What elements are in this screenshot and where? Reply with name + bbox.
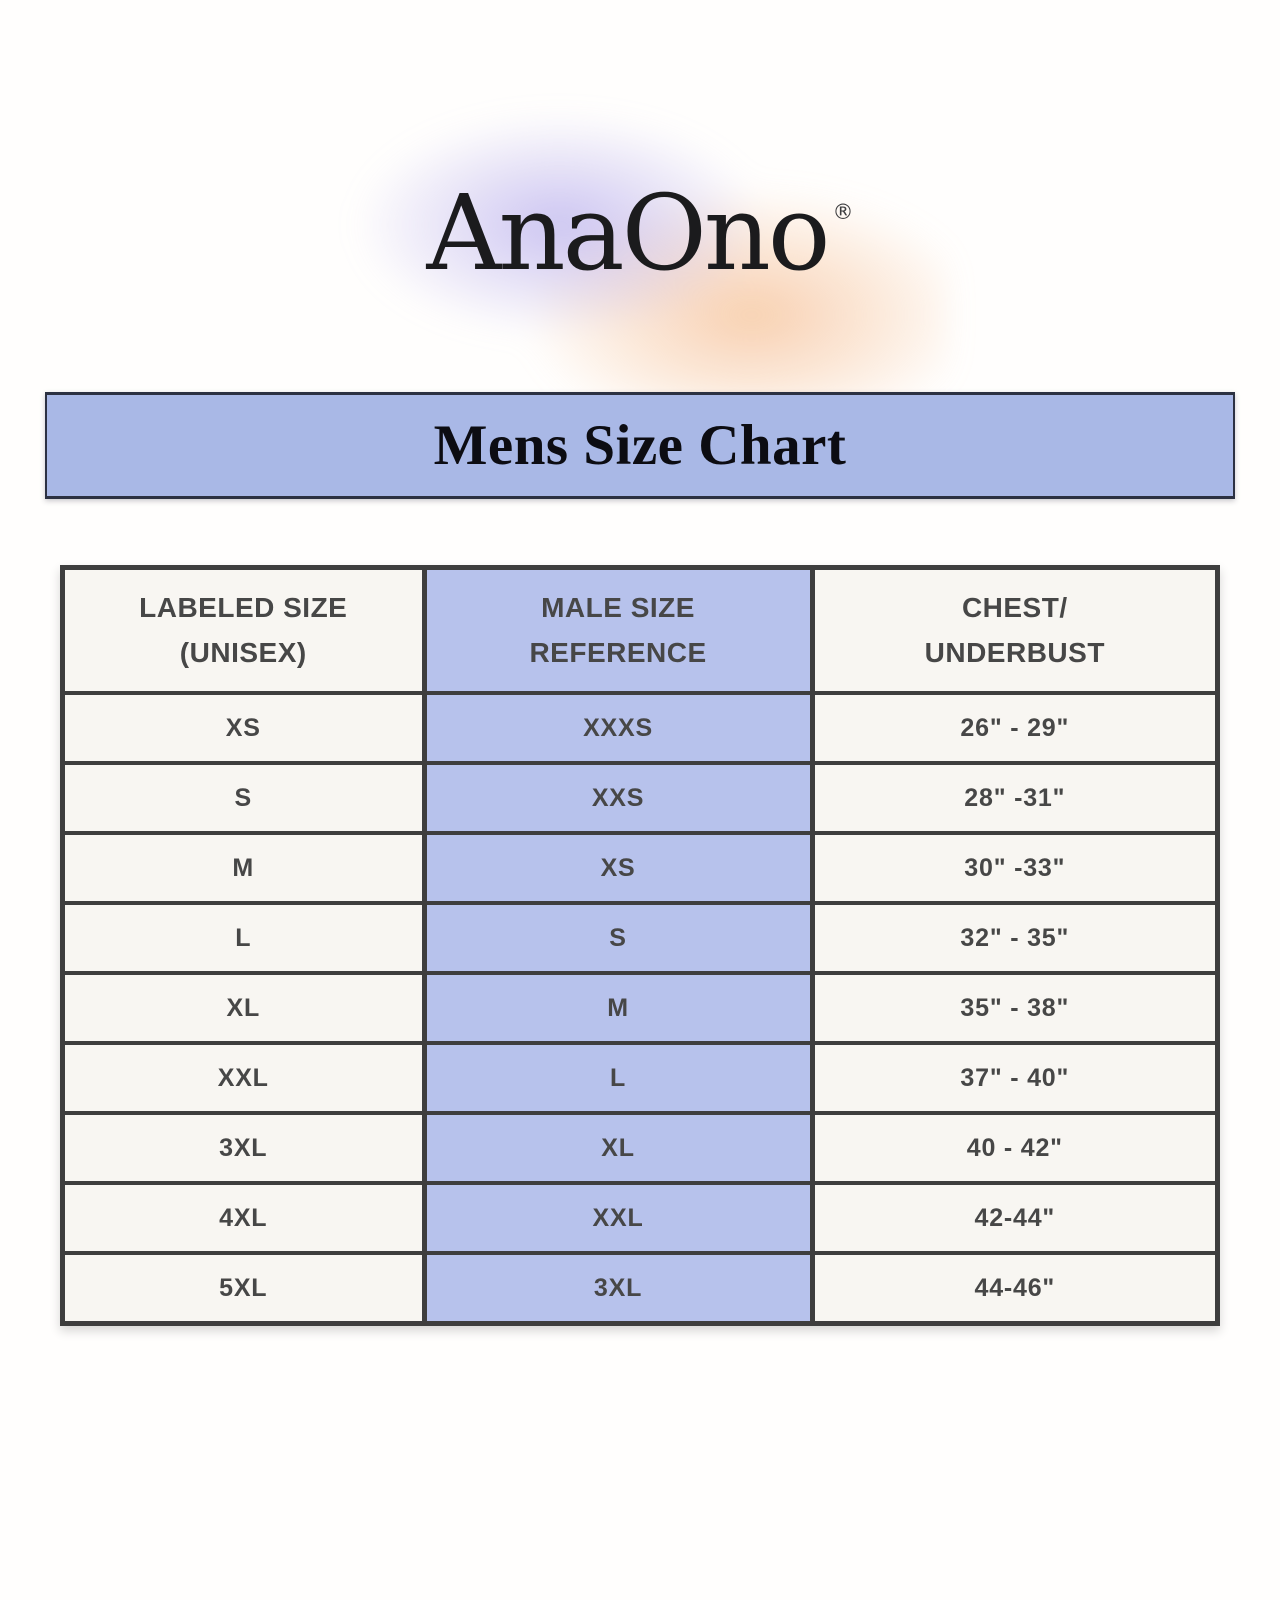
table-row: M XS 30" -33" (60, 831, 1220, 905)
labeled-size-cell: XL (60, 971, 426, 1045)
header-chest-line2: UNDERBUST (924, 636, 1105, 668)
chest-underbust-cell: 35" - 38" (810, 971, 1220, 1045)
table-row: XL M 35" - 38" (60, 971, 1220, 1045)
male-size-cell: M (421, 971, 815, 1045)
header-labeled-size: LABELED SIZE (UNISEX) (60, 565, 426, 695)
page-title: Mens Size Chart (433, 414, 847, 477)
header-chest-underbust: CHEST/ UNDERBUST (810, 565, 1220, 695)
male-size-cell: S (421, 901, 815, 975)
chest-underbust-cell: 44-46" (810, 1251, 1220, 1326)
labeled-size-cell: S (60, 761, 426, 835)
registered-trademark-icon: ® (832, 200, 854, 224)
header-male-size-reference: MALE SIZE REFERENCE (421, 565, 815, 695)
labeled-size-cell: 5XL (60, 1251, 426, 1326)
table-row: S XXS 28" -31" (60, 761, 1220, 835)
table-header-row: LABELED SIZE (UNISEX) MALE SIZE REFERENC… (60, 565, 1220, 695)
male-size-cell: XXS (421, 761, 815, 835)
labeled-size-cell: 4XL (60, 1181, 426, 1255)
brand-logo-text: AnaOno (426, 172, 831, 294)
header-male-size-line2: REFERENCE (529, 636, 707, 668)
table-row: 4XL XXL 42-44" (60, 1181, 1220, 1255)
header-chest-line1: CHEST/ (961, 591, 1068, 623)
male-size-cell: L (421, 1041, 815, 1115)
table-row: 5XL 3XL 44-46" (60, 1251, 1220, 1326)
table-row: XS XXXS 26" - 29" (60, 691, 1220, 765)
chest-underbust-cell: 26" - 29" (810, 691, 1220, 765)
header-labeled-size-line2: (UNISEX) (179, 636, 307, 668)
chest-underbust-cell: 37" - 40" (810, 1041, 1220, 1115)
chest-underbust-cell: 32" - 35" (810, 901, 1220, 975)
chest-underbust-cell: 40 - 42" (810, 1111, 1220, 1185)
labeled-size-cell: M (60, 831, 426, 905)
labeled-size-cell: XXL (60, 1041, 426, 1115)
logo-gradient-glow (330, 105, 950, 405)
table-row: L S 32" - 35" (60, 901, 1220, 975)
male-size-cell: 3XL (421, 1251, 815, 1326)
chest-underbust-cell: 28" -31" (810, 761, 1220, 835)
chest-underbust-cell: 42-44" (810, 1181, 1220, 1255)
header-male-size-line1: MALE SIZE (541, 591, 695, 623)
chest-underbust-cell: 30" -33" (810, 831, 1220, 905)
male-size-cell: XS (421, 831, 815, 905)
brand-logo: AnaOno ® (0, 168, 1280, 298)
table-row: XXL L 37" - 40" (60, 1041, 1220, 1115)
labeled-size-cell: XS (60, 691, 426, 765)
size-chart-table: LABELED SIZE (UNISEX) MALE SIZE REFERENC… (60, 565, 1220, 1326)
labeled-size-cell: 3XL (60, 1111, 426, 1185)
male-size-cell: XXXS (421, 691, 815, 765)
labeled-size-cell: L (60, 901, 426, 975)
title-banner: Mens Size Chart (45, 392, 1235, 499)
table-row: 3XL XL 40 - 42" (60, 1111, 1220, 1185)
male-size-cell: XXL (421, 1181, 815, 1255)
male-size-cell: XL (421, 1111, 815, 1185)
header-labeled-size-line1: LABELED SIZE (139, 591, 348, 623)
